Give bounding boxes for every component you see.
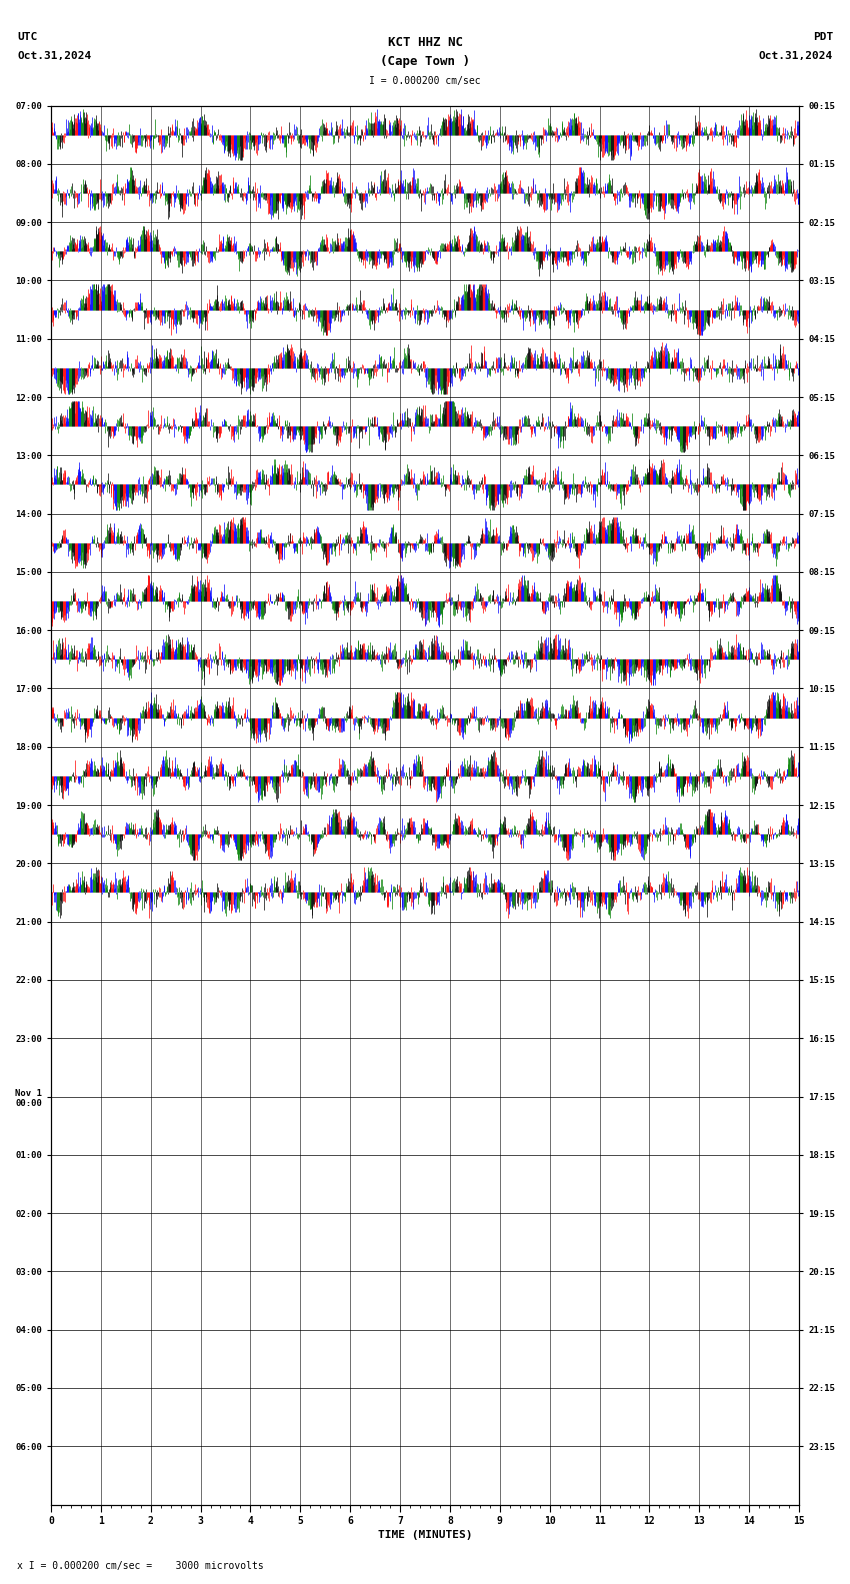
Text: UTC: UTC [17,32,37,41]
Text: Oct.31,2024: Oct.31,2024 [759,51,833,60]
Text: (Cape Town ): (Cape Town ) [380,55,470,68]
Text: Oct.31,2024: Oct.31,2024 [17,51,91,60]
X-axis label: TIME (MINUTES): TIME (MINUTES) [377,1530,473,1541]
Text: PDT: PDT [813,32,833,41]
Text: KCT HHZ NC: KCT HHZ NC [388,36,462,49]
Text: I = 0.000200 cm/sec: I = 0.000200 cm/sec [369,76,481,86]
Text: x I = 0.000200 cm/sec =    3000 microvolts: x I = 0.000200 cm/sec = 3000 microvolts [17,1562,264,1571]
